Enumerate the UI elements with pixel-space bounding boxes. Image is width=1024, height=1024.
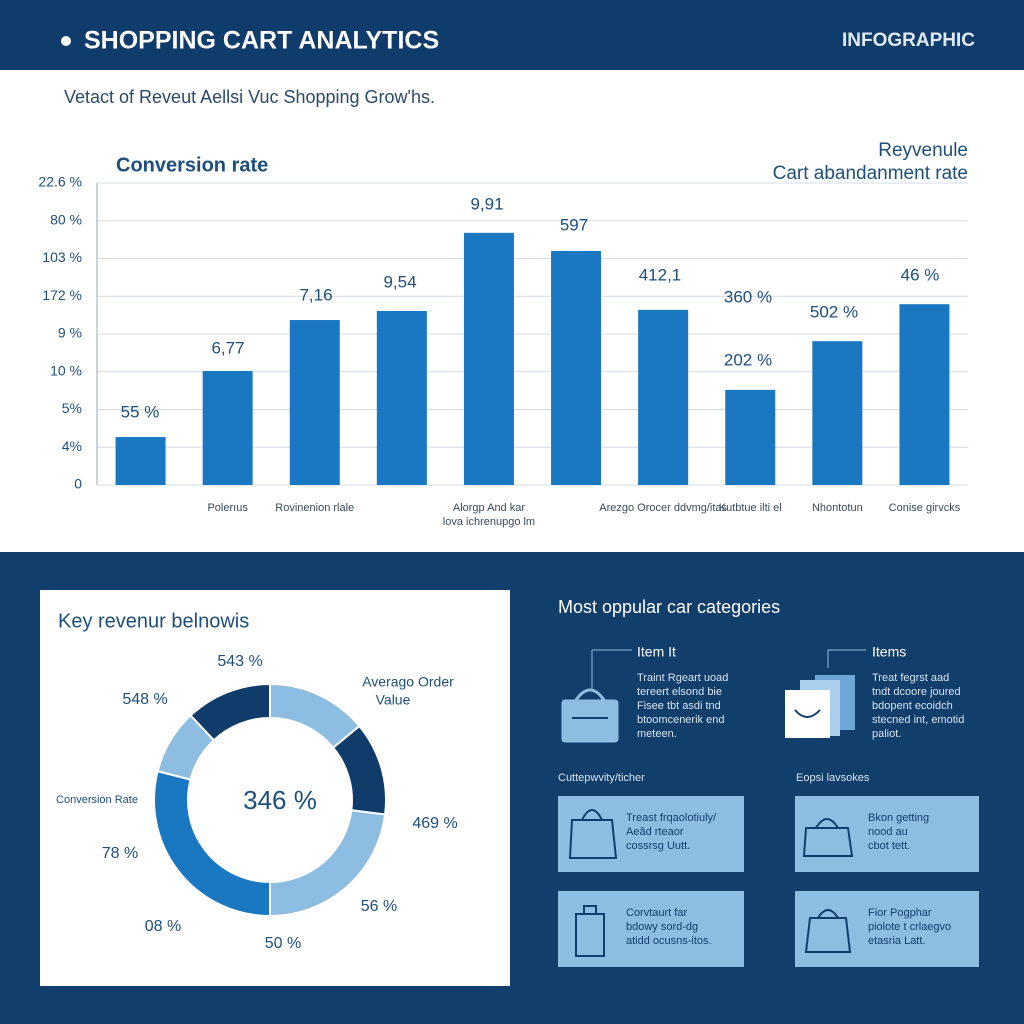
item-text: bdopent ecoidch <box>872 700 953 712</box>
card-text: cbot tett. <box>868 840 910 852</box>
legend-text: Cart abandanment rate <box>773 163 968 184</box>
donut-annotation: 08 % <box>145 918 181 935</box>
y-tick-label: 103 % <box>42 249 82 265</box>
section-label: Eopsi lavsokes <box>796 772 870 784</box>
card <box>795 796 979 872</box>
donut-annotation: Averago Order <box>362 674 454 690</box>
x-tick-label: Arezgo Orocer ddvmg/itas <box>599 502 727 514</box>
y-tick-label: 0 <box>74 476 82 492</box>
bar-annotation: 9,54 <box>383 272 416 291</box>
item-text: meteen. <box>637 728 677 740</box>
bar-annotation: 202 % <box>724 350 772 369</box>
donut-annotation: 543 % <box>217 653 262 670</box>
y-tick-label: 22.6 % <box>38 174 82 190</box>
card-text: etasria Latt. <box>868 935 925 947</box>
cards <box>558 796 979 967</box>
card <box>558 796 744 872</box>
section-label: Cuttepwvity/ticher <box>558 772 645 784</box>
y-tick-label: 4% <box>62 438 82 454</box>
bar-annotation: 360 % <box>724 287 772 306</box>
card-text: Treast frqaolotiuly/ <box>626 812 717 824</box>
y-tick-label: 5% <box>62 400 82 416</box>
bar <box>899 304 950 485</box>
item-text: Fisee tbt asdi tnd <box>637 700 721 712</box>
card-text: Fior Pogphar <box>868 907 932 919</box>
bar <box>725 389 776 485</box>
y-tick-label: 172 % <box>42 287 82 303</box>
header-tag: INFOGRAPHIC <box>842 30 975 51</box>
item-text: paliot. <box>872 728 901 740</box>
bar-annotation: 502 % <box>810 302 858 321</box>
item-text: Treat fegrst aad <box>872 672 949 684</box>
y-tick-label: 9 % <box>58 325 82 341</box>
card-icon <box>804 909 852 953</box>
bar <box>812 341 863 485</box>
donut-panel <box>40 590 510 986</box>
x-tick-label: Alorgp And kar lova ichrenupgo lm <box>443 502 535 528</box>
bar <box>463 232 514 485</box>
card-text: Bkon getting <box>868 812 929 824</box>
item-title: Item It <box>637 644 676 660</box>
y-tick-label: 80 % <box>50 211 82 227</box>
bar <box>202 370 253 485</box>
donut-title: Key revenur belnowis <box>58 610 249 632</box>
card-icon <box>568 809 618 859</box>
item-text: Traint Rgeart uoad <box>637 672 728 684</box>
bar-annotation: 597 <box>560 215 588 234</box>
bar <box>115 437 166 485</box>
donut-annotation: 78 % <box>102 845 138 862</box>
bar <box>376 310 427 485</box>
y-tick-label: 10 % <box>50 362 82 378</box>
bar <box>638 309 689 485</box>
card-icon <box>802 818 854 857</box>
bar-annotation: 7,16 <box>299 285 332 304</box>
card <box>558 891 744 967</box>
bar-chart-title: Conversion rate <box>116 154 268 176</box>
bar-annotation: 46 % <box>901 265 940 284</box>
donut-annotation: Value <box>376 692 411 708</box>
legend-text: Reyvenule <box>878 140 968 161</box>
card-text: cossrsg Uutt. <box>626 840 690 852</box>
donut-annotation: 50 % <box>265 935 301 952</box>
header-bar <box>0 0 1024 70</box>
bar <box>551 250 602 485</box>
bags-icon <box>785 649 866 738</box>
donut-segment <box>189 682 271 742</box>
donut-annotation: 56 % <box>361 898 397 915</box>
card-text: bdowy sord-dg <box>626 921 698 933</box>
subtitle: Vetact of Reveut Aellsi Vuc Shopping Gro… <box>64 87 435 107</box>
item-text: stecned int, emotid <box>872 714 964 726</box>
x-tick-label: Nhontotun <box>812 502 863 514</box>
header-bullet <box>61 36 71 46</box>
item-text: tndt dcoore joured <box>872 686 961 698</box>
card-text: piolote t crlaegvo <box>868 921 951 933</box>
x-tick-label: Polerıus <box>207 502 248 514</box>
header-title: SHOPPING CART ANALYTICS <box>84 27 439 55</box>
panel-title: Most oppular car categories <box>558 597 780 617</box>
card-text: Aeâd rteaor <box>626 826 684 838</box>
donut-annotation: 548 % <box>122 691 167 708</box>
bar-annotation: 55 % <box>121 402 160 421</box>
x-tick-label: Kutbtue ilti el <box>719 502 782 514</box>
item-text: tereert elsond bie <box>637 686 722 698</box>
card-icon <box>575 905 605 957</box>
bar-annotation: 6,77 <box>211 338 244 357</box>
x-tick-label: Rovinenion rlale <box>275 502 354 514</box>
bar-annotation: 412,1 <box>639 265 682 284</box>
x-tick-label: Conise girvcks <box>889 502 961 514</box>
donut-annotation: Conversion Rate <box>56 794 138 806</box>
card <box>795 891 979 967</box>
card-text: atidd ocusns-itos. <box>626 935 712 947</box>
donut-center-label: 346 % <box>243 785 317 815</box>
bar-annotation: 9,91 <box>470 194 503 213</box>
bag-icon <box>561 649 632 743</box>
item-title: Items <box>872 644 906 660</box>
bar <box>289 320 340 485</box>
item-text: btoomcenerik end <box>637 714 724 726</box>
card-text: Corvtaurt far <box>626 907 687 919</box>
card-text: nood au <box>868 826 908 838</box>
donut-annotation: 469 % <box>412 815 457 832</box>
